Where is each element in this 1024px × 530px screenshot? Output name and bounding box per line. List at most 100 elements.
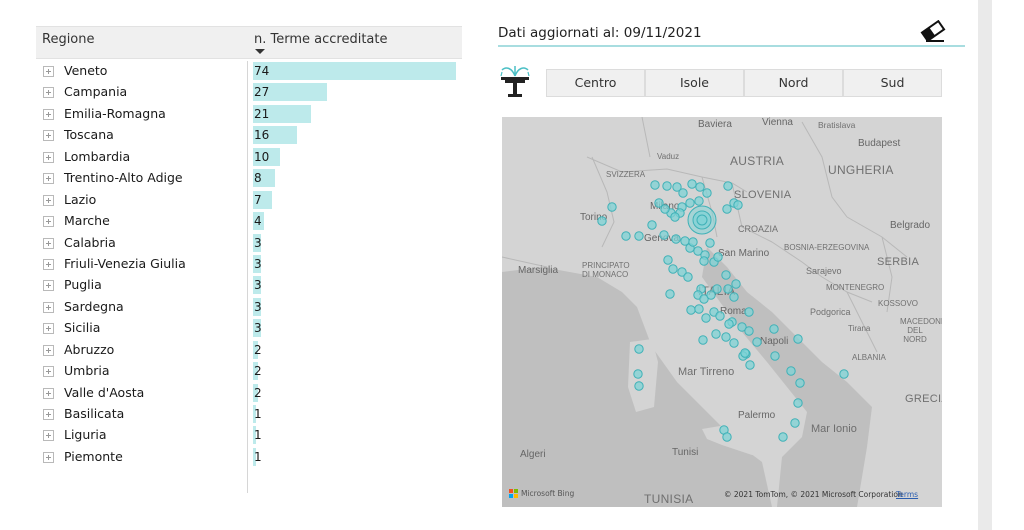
expand-icon[interactable]: [43, 151, 54, 163]
terme-marker[interactable]: [621, 231, 631, 241]
expand-icon[interactable]: [43, 280, 54, 292]
terme-marker[interactable]: [683, 272, 693, 282]
terme-marker[interactable]: [778, 432, 788, 442]
table-row[interactable]: Basilicata 1: [36, 404, 462, 425]
expand-icon[interactable]: [43, 130, 54, 142]
expand-icon[interactable]: [43, 430, 54, 442]
sort-descending-icon[interactable]: [255, 49, 265, 54]
terme-marker[interactable]: [712, 284, 722, 294]
expand-icon[interactable]: [43, 258, 54, 270]
terme-marker[interactable]: [740, 348, 750, 358]
terme-marker[interactable]: [795, 378, 805, 388]
terme-marker[interactable]: [634, 344, 644, 354]
terme-marker[interactable]: [793, 334, 803, 344]
terme-marker[interactable]: [729, 338, 739, 348]
column-header-count[interactable]: n. Terme accreditate: [254, 32, 388, 47]
table-row[interactable]: Calabria 3: [36, 233, 462, 254]
terme-marker[interactable]: [793, 398, 803, 408]
terme-marker[interactable]: [744, 307, 754, 317]
expand-icon[interactable]: [43, 108, 54, 120]
terme-marker[interactable]: [633, 369, 643, 379]
terme-marker[interactable]: [752, 337, 762, 347]
table-row[interactable]: Lazio 7: [36, 190, 462, 211]
terms-link[interactable]: Terms: [896, 490, 919, 499]
terme-marker[interactable]: [694, 304, 704, 314]
terme-marker[interactable]: [713, 252, 723, 262]
slicer-option-centro[interactable]: Centro: [546, 69, 645, 97]
terme-marker[interactable]: [699, 256, 709, 266]
terme-marker[interactable]: [670, 212, 680, 222]
slicer-option-sud[interactable]: Sud: [843, 69, 942, 97]
terme-marker[interactable]: [744, 326, 754, 336]
expand-icon[interactable]: [43, 409, 54, 420]
terme-marker[interactable]: [660, 204, 670, 214]
terme-marker[interactable]: [723, 181, 733, 191]
terme-marker[interactable]: [654, 198, 664, 208]
terme-marker[interactable]: [721, 332, 731, 342]
table-row[interactable]: Umbria 2: [36, 361, 462, 382]
expand-icon[interactable]: [43, 387, 54, 399]
terme-marker[interactable]: [770, 351, 780, 361]
terme-marker[interactable]: [729, 292, 739, 302]
page-scrollbar[interactable]: [978, 0, 992, 530]
table-row[interactable]: Campania 27: [36, 82, 462, 103]
terme-marker[interactable]: [662, 181, 672, 191]
table-row[interactable]: Marche 4: [36, 211, 462, 232]
expand-icon[interactable]: [43, 66, 54, 77]
terme-marker[interactable]: [668, 264, 678, 274]
table-row[interactable]: Sicilia 3: [36, 318, 462, 339]
terme-marker[interactable]: [650, 180, 660, 190]
terme-marker[interactable]: [687, 179, 697, 189]
terme-marker[interactable]: [733, 200, 743, 210]
terme-marker[interactable]: [663, 255, 673, 265]
terme-marker[interactable]: [695, 182, 705, 192]
expand-icon[interactable]: [43, 216, 54, 228]
terme-marker[interactable]: [677, 267, 687, 277]
table-row[interactable]: Puglia 3: [36, 275, 462, 296]
terme-marker[interactable]: [597, 216, 607, 226]
column-header-region[interactable]: Regione: [42, 32, 95, 47]
terme-marker[interactable]: [737, 322, 747, 332]
terme-marker[interactable]: [786, 366, 796, 376]
terme-marker[interactable]: [722, 432, 732, 442]
terme-marker[interactable]: [702, 188, 712, 198]
terme-marker[interactable]: [705, 238, 715, 248]
slicer-option-nord[interactable]: Nord: [744, 69, 843, 97]
terme-marker[interactable]: [694, 196, 704, 206]
terme-marker[interactable]: [688, 237, 698, 247]
table-row[interactable]: Liguria 1: [36, 425, 462, 446]
terme-marker[interactable]: [693, 246, 703, 256]
terme-marker[interactable]: [701, 313, 711, 323]
table-row[interactable]: Sardegna 3: [36, 297, 462, 318]
terme-marker[interactable]: [634, 381, 644, 391]
expand-icon[interactable]: [43, 87, 54, 99]
terme-marker[interactable]: [659, 230, 669, 240]
terme-marker[interactable]: [671, 234, 681, 244]
table-row[interactable]: Piemonte 1: [36, 447, 462, 468]
terme-marker[interactable]: [647, 220, 657, 230]
slicer-option-isole[interactable]: Isole: [645, 69, 744, 97]
terme-marker[interactable]: [722, 204, 732, 214]
expand-icon[interactable]: [43, 301, 54, 313]
expand-icon[interactable]: [43, 173, 54, 185]
terme-marker[interactable]: [711, 329, 721, 339]
table-row[interactable]: Toscana 16: [36, 125, 462, 146]
expand-icon[interactable]: [43, 344, 54, 356]
terme-marker[interactable]: [839, 369, 849, 379]
terme-marker[interactable]: [665, 289, 675, 299]
table-row[interactable]: Friuli-Venezia Giulia 3: [36, 254, 462, 275]
expand-icon[interactable]: [43, 237, 54, 249]
terme-marker[interactable]: [696, 214, 708, 226]
terme-marker[interactable]: [678, 188, 688, 198]
table-row[interactable]: Trentino-Alto Adige 8: [36, 168, 462, 189]
terme-marker[interactable]: [706, 290, 716, 300]
terme-marker[interactable]: [715, 311, 725, 321]
terme-marker[interactable]: [634, 231, 644, 241]
table-row[interactable]: Valle d'Aosta 2: [36, 383, 462, 404]
terme-marker[interactable]: [686, 305, 696, 315]
terme-marker[interactable]: [745, 360, 755, 370]
table-row[interactable]: Emilia-Romagna 21: [36, 104, 462, 125]
terme-marker[interactable]: [685, 198, 695, 208]
eraser-icon[interactable]: [920, 20, 946, 42]
expand-icon[interactable]: [43, 451, 54, 463]
